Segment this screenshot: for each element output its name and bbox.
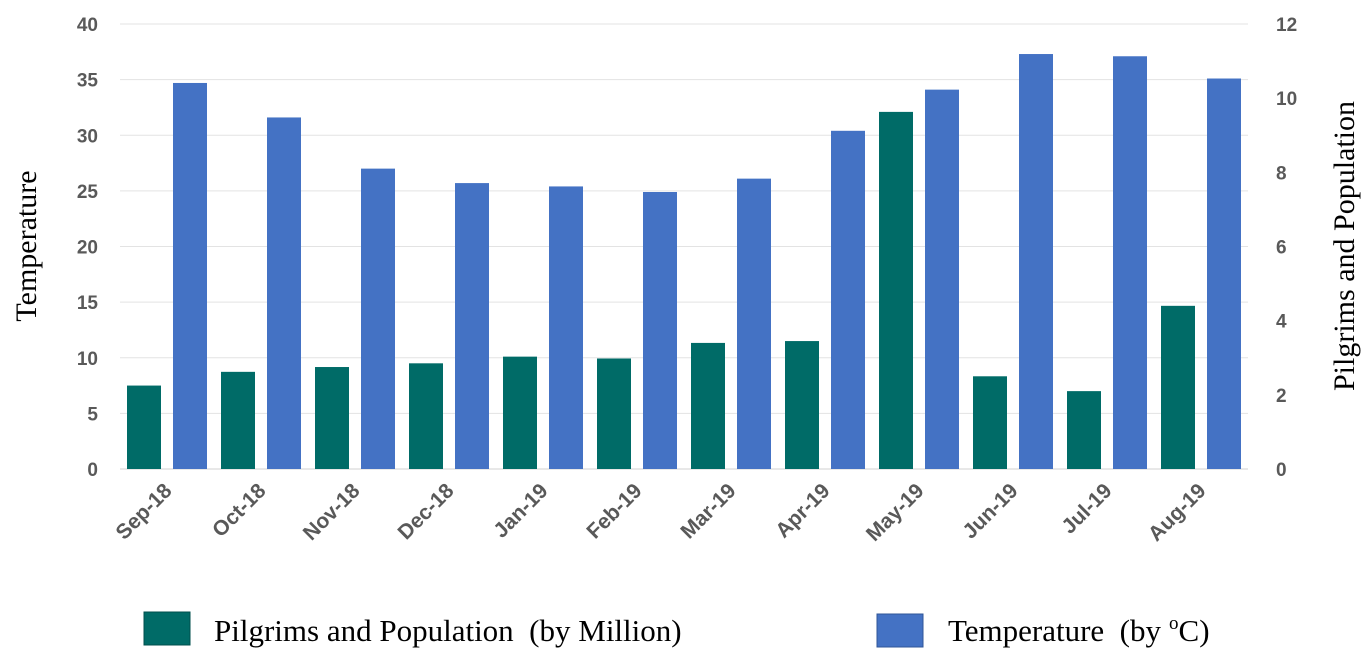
y-tick-left: 25 xyxy=(77,182,99,203)
legend: Pilgrims and Population (by Million) Tem… xyxy=(143,611,1210,648)
legend-label-temperature: Temperature (by oC) xyxy=(948,613,1210,648)
bar-pilgrims xyxy=(973,376,1007,469)
y-tick-right: 2 xyxy=(1276,386,1287,407)
bar-pilgrims xyxy=(597,358,631,469)
x-tick-label: Oct-18 xyxy=(208,479,271,542)
x-tick-label: Aug-19 xyxy=(1144,479,1211,546)
x-tick-label: Nov-18 xyxy=(299,479,365,545)
y-tick-left: 20 xyxy=(77,238,98,259)
bar-pilgrims xyxy=(315,367,349,469)
bar-pilgrims xyxy=(1161,305,1195,469)
x-tick-label: Dec-18 xyxy=(394,479,459,544)
x-tick-label: Jul-19 xyxy=(1057,479,1116,538)
bar-temperature xyxy=(1113,56,1147,469)
bars xyxy=(127,54,1241,470)
legend-label-temperature-text: Temperature (by xyxy=(948,613,1162,648)
x-tick-label: Feb-19 xyxy=(582,479,646,543)
bar-pilgrims xyxy=(127,385,161,469)
x-tick-label: May-19 xyxy=(862,479,929,546)
x-tick-label: Sep-18 xyxy=(112,479,177,544)
bar-temperature xyxy=(1207,78,1241,469)
bar-temperature xyxy=(925,89,959,469)
legend-item-pilgrims: Pilgrims and Population (by Million) xyxy=(143,611,682,648)
legend-swatch-temperature xyxy=(876,613,924,648)
bar-temperature xyxy=(267,117,301,469)
y-tick-right: 4 xyxy=(1276,312,1287,333)
bar-pilgrims xyxy=(879,111,913,469)
y-tick-left: 40 xyxy=(77,15,98,36)
y-tick-right: 6 xyxy=(1276,238,1287,259)
bar-pilgrims xyxy=(691,342,725,469)
y-tick-left: 0 xyxy=(87,460,98,481)
x-tick-label: Apr-19 xyxy=(771,479,834,542)
x-tick-label: Jun-19 xyxy=(958,479,1022,543)
bar-pilgrims xyxy=(409,363,443,469)
bar-temperature xyxy=(455,183,489,469)
bar-temperature xyxy=(1019,54,1053,469)
bar-temperature xyxy=(549,186,583,470)
bar-pilgrims xyxy=(785,341,819,469)
y-tick-left: 35 xyxy=(77,71,99,92)
y-tick-right: 0 xyxy=(1276,460,1287,481)
bar-temperature xyxy=(643,191,677,470)
legend-item-temperature: Temperature (by oC) xyxy=(876,613,1210,648)
x-tick-label: Jan-19 xyxy=(489,479,552,542)
legend-label-temperature-unit: C) xyxy=(1179,613,1210,648)
y-tick-left: 30 xyxy=(77,126,98,147)
bar-temperature xyxy=(831,130,865,470)
bar-temperature xyxy=(361,168,395,469)
y-tick-right: 8 xyxy=(1276,163,1287,184)
legend-swatch-pilgrims xyxy=(143,611,191,646)
y-tick-left: 10 xyxy=(77,349,98,370)
y-axis-title-right: Pilgrims and Population xyxy=(1328,101,1361,391)
y-axis-title-left: Temperature xyxy=(10,170,43,321)
legend-label-pilgrims: Pilgrims and Population (by Million) xyxy=(214,613,682,648)
y-tick-right: 10 xyxy=(1276,89,1297,110)
y-tick-left: 15 xyxy=(77,293,99,314)
x-tick-label: Mar-19 xyxy=(676,479,740,543)
bar-temperature xyxy=(737,178,771,469)
legend-label-temperature-degree: o xyxy=(1169,613,1179,634)
bar-pilgrims xyxy=(1067,391,1101,469)
y-tick-left: 5 xyxy=(87,404,98,425)
gridlines xyxy=(120,23,1248,470)
y-tick-right: 12 xyxy=(1276,15,1297,36)
bar-pilgrims xyxy=(221,371,255,469)
bar-pilgrims xyxy=(503,356,537,469)
bar-temperature xyxy=(173,82,207,470)
